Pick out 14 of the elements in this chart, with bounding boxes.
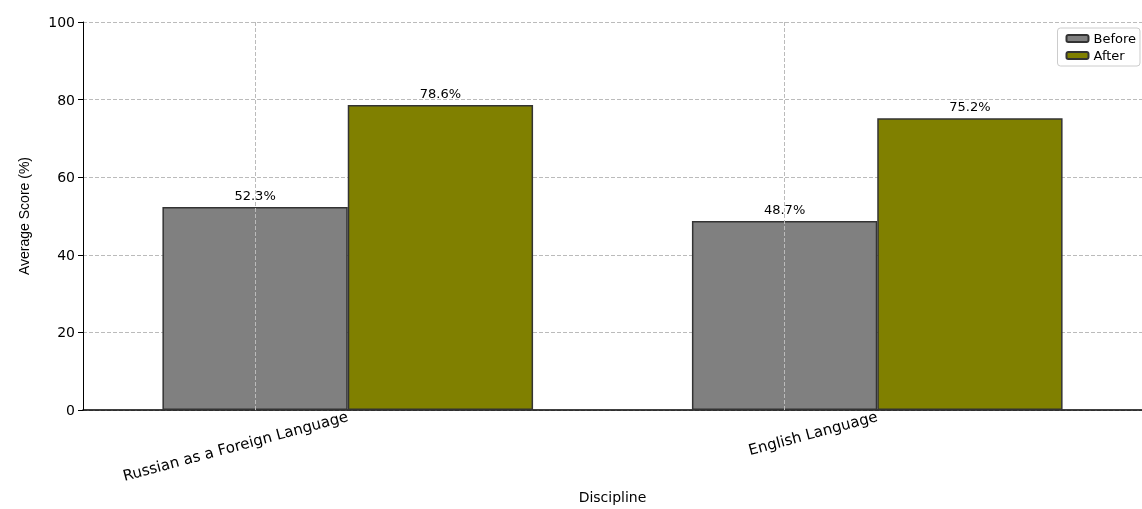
y-tick-label: 60 [57, 169, 75, 186]
data-label: 48.7% [763, 202, 806, 218]
y-tick-label: 80 [57, 91, 75, 108]
y-tick-label: 100 [48, 14, 75, 30]
data-label: 78.6% [419, 86, 462, 102]
y-tick-label: 40 [57, 246, 75, 263]
data-label: 75.2% [949, 99, 991, 115]
data-label: 52.3% [234, 188, 276, 204]
y-axis-title: Average Score (%) [16, 156, 32, 276]
x-axis-title: Discipline [578, 489, 647, 505]
y-tick-label: 0 [66, 402, 75, 418]
legend-label: After [1093, 48, 1126, 63]
y-tick-label: 20 [57, 324, 75, 341]
legend-label: Before [1093, 31, 1137, 46]
